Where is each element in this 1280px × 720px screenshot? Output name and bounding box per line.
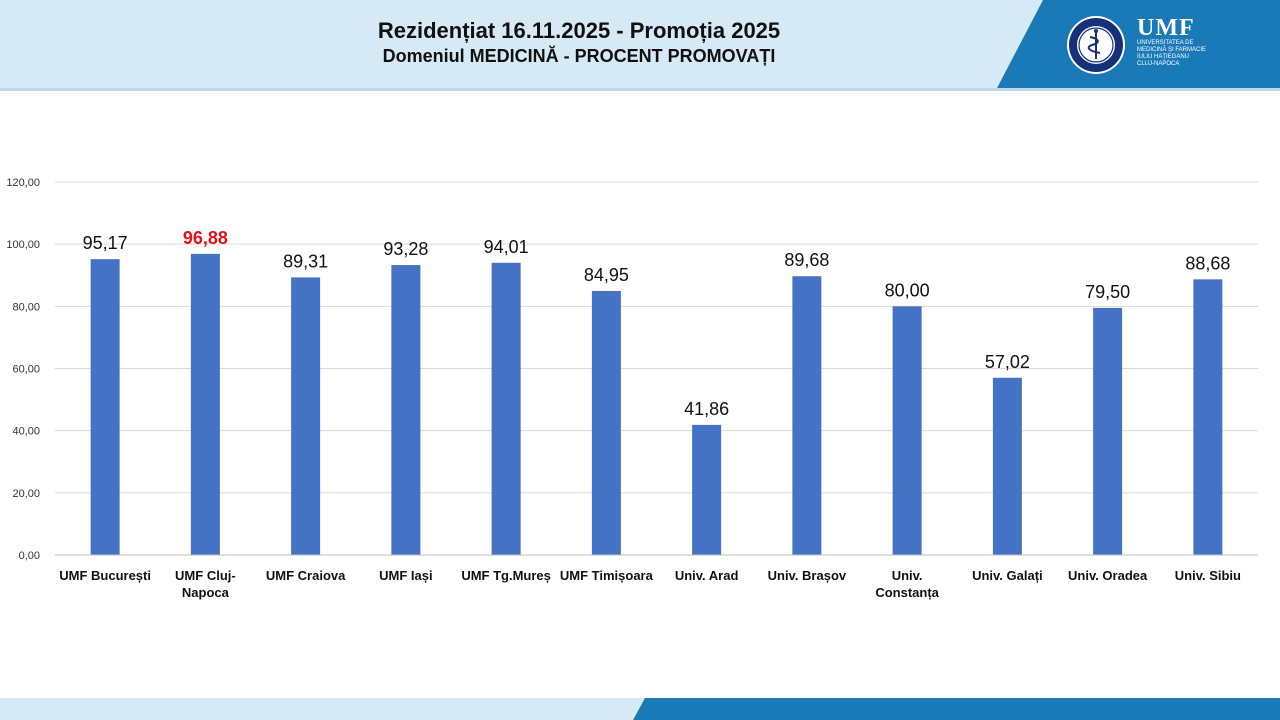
y-tick-label: 40,00	[12, 426, 40, 438]
data-label: 93,28	[383, 239, 428, 259]
bar	[90, 259, 120, 555]
bar	[1093, 307, 1123, 555]
category-label-line: UMF Craiova	[266, 568, 346, 583]
data-label: 94,01	[484, 237, 529, 257]
category-label: UMF București	[59, 568, 151, 583]
category-label-line: Univ. Brașov	[768, 568, 847, 583]
university-seal-icon	[1067, 16, 1125, 74]
category-label: Univ. Oradea	[1068, 568, 1148, 583]
y-tick-label: 60,00	[12, 364, 40, 376]
logo-line-3: Iuliu Hațieganu	[1137, 54, 1190, 60]
header-divider	[0, 88, 1280, 91]
data-label: 89,31	[283, 251, 328, 271]
category-label-line: Constanța	[875, 585, 939, 600]
logo-name: UMF	[1137, 15, 1195, 41]
bar	[692, 424, 722, 555]
data-label: 79,50	[1085, 282, 1130, 302]
bar	[992, 377, 1022, 555]
y-tick-label: 0,00	[19, 550, 40, 562]
category-label: UMF Cluj- Napoca	[175, 568, 236, 600]
category-label: UMF Craiova	[266, 568, 346, 583]
category-label: UMF Timișoara	[560, 568, 654, 583]
category-label: Univ. Arad	[675, 568, 739, 583]
bar	[591, 290, 621, 555]
category-label-line: Univ.	[892, 568, 923, 583]
data-label: 57,02	[985, 352, 1030, 372]
category-label-line: Univ. Galați	[972, 568, 1043, 583]
category-label-line: Univ. Arad	[675, 568, 739, 583]
logo-line-2: Medicină și Farmacie	[1137, 47, 1207, 53]
header: Rezidențiat 16.11.2025 - Promoția 2025 D…	[0, 0, 1280, 91]
bar	[792, 276, 822, 555]
category-label: Univ. Brașov	[768, 568, 847, 583]
footer-band	[0, 698, 1280, 720]
category-label: Univ. Constanța	[875, 568, 939, 600]
university-logo-text: UMF Universitatea de Medicină și Farmaci…	[1137, 16, 1206, 68]
header-brand-band	[996, 0, 1280, 90]
logo-line-4: Cluj-Napoca	[1137, 61, 1180, 67]
bar	[190, 253, 220, 555]
bar	[491, 262, 521, 555]
data-label: 89,68	[784, 250, 829, 270]
y-tick-label: 100,00	[6, 239, 40, 251]
category-label-line: UMF București	[59, 568, 151, 583]
category-label-line: UMF Tg.Mureș	[461, 568, 551, 583]
y-tick-label: 20,00	[12, 488, 40, 500]
page-subtitle: Domeniul MEDICINĂ - PROCENT PROMOVAȚI	[382, 46, 776, 66]
category-label: Univ. Galați	[972, 568, 1043, 583]
y-tick-label: 80,00	[12, 301, 40, 313]
page-title: Rezidențiat 16.11.2025 - Promoția 2025	[377, 18, 781, 43]
bar-chart: 0,00 20,00 40,00 60,00 80,00 100,00 120,00 95,1…	[6, 177, 1258, 600]
data-label: 96,88	[183, 228, 228, 248]
data-label: 84,95	[584, 265, 629, 285]
category-label-line: UMF Cluj-	[175, 568, 236, 583]
y-tick-label: 120,00	[6, 177, 40, 189]
bar	[1193, 279, 1223, 555]
category-label: UMF Tg.Mureș	[461, 568, 551, 583]
logo-line-1: Universitatea de	[1137, 40, 1194, 46]
category-label-line: UMF Iași	[379, 568, 432, 583]
category-label: UMF Iași	[379, 568, 432, 583]
category-label-line: UMF Timișoara	[560, 568, 654, 583]
bar	[892, 306, 922, 555]
category-label: Univ. Sibiu	[1175, 568, 1241, 583]
data-label: 80,00	[885, 280, 930, 300]
category-label-line: Napoca	[182, 585, 230, 600]
data-label: 95,17	[83, 233, 128, 253]
data-label: 88,68	[1185, 253, 1230, 273]
bar	[291, 277, 321, 555]
category-label-line: Univ. Oradea	[1068, 568, 1148, 583]
bar	[391, 265, 421, 555]
category-label-line: Univ. Sibiu	[1175, 568, 1241, 583]
data-label: 41,86	[684, 399, 729, 419]
